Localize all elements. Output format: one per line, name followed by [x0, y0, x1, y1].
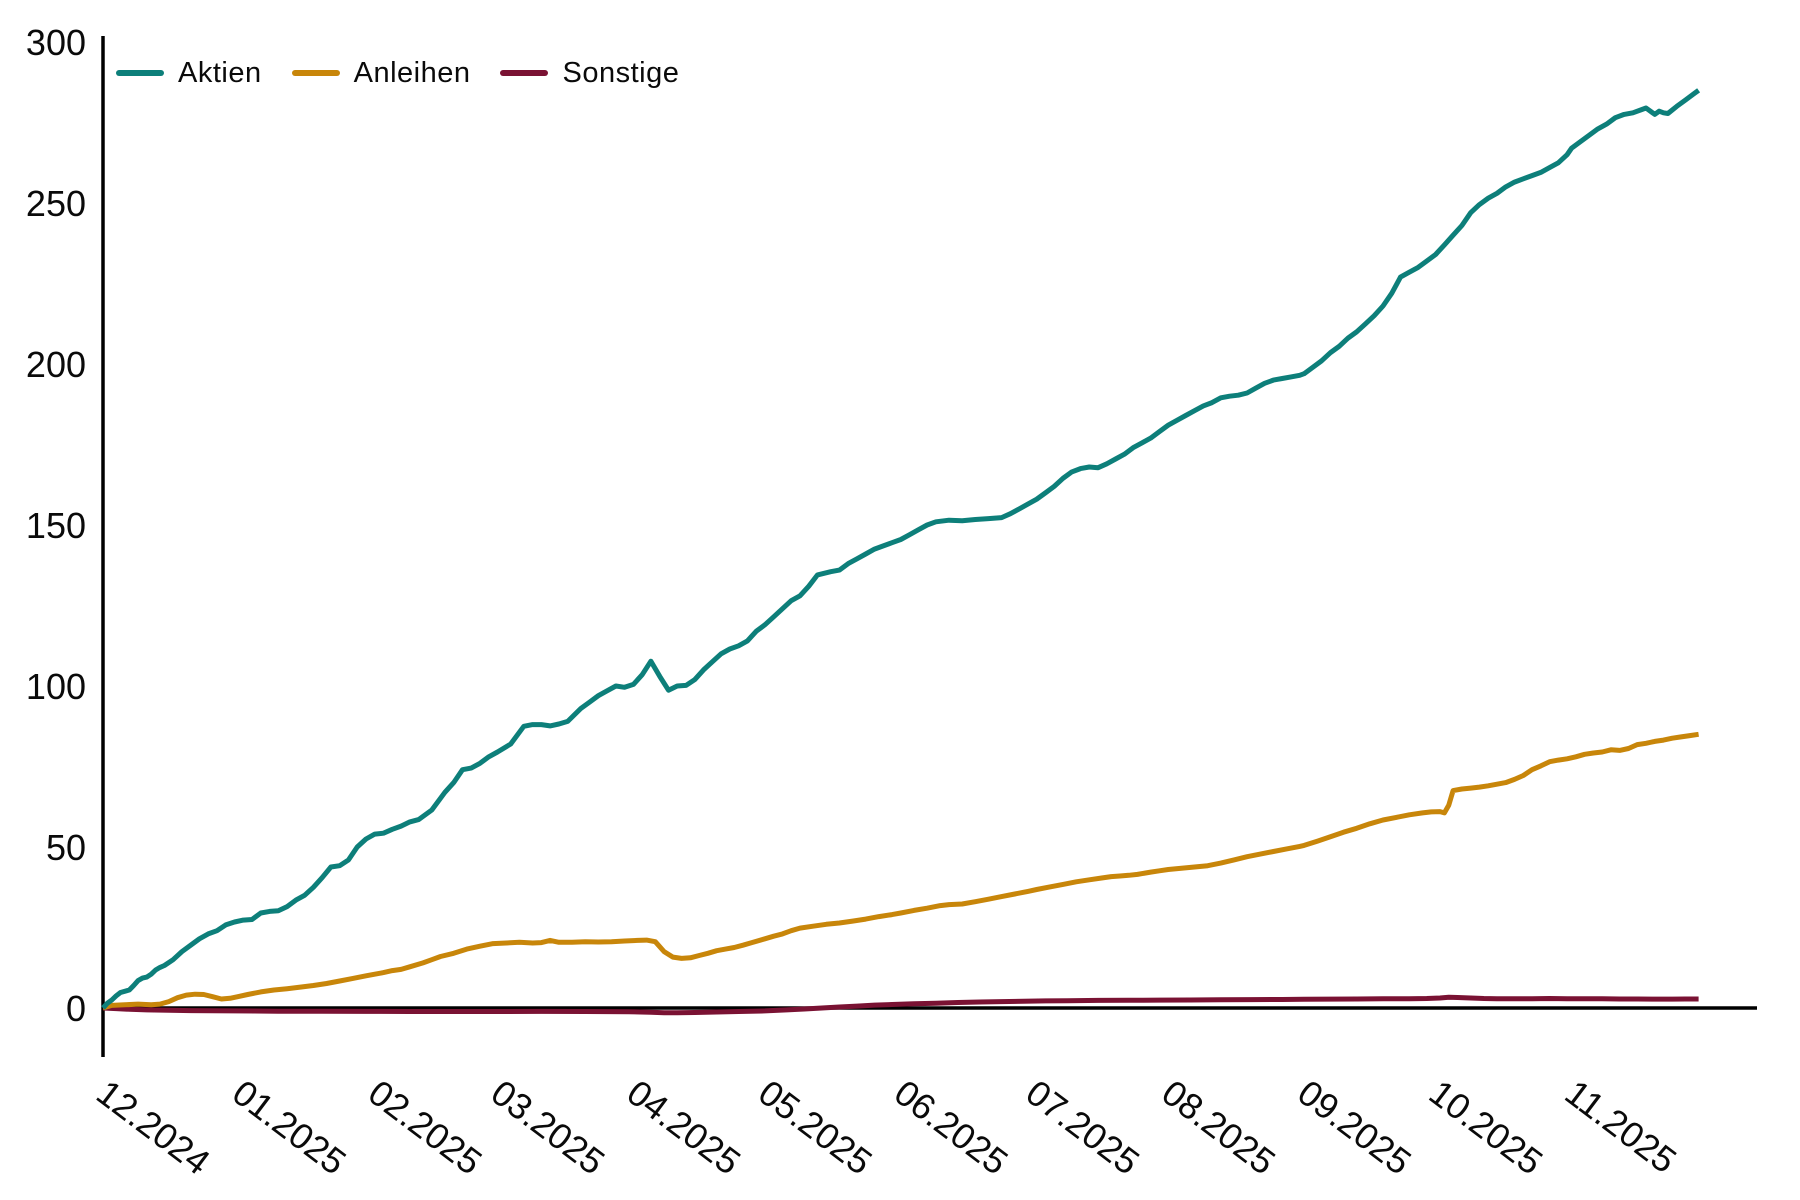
- legend-label-anleihen: Anleihen: [353, 57, 471, 89]
- y-tick-label: 150: [26, 505, 86, 546]
- x-tick-label: 02.2025: [361, 1072, 490, 1183]
- y-tick-label: 200: [26, 344, 86, 385]
- y-tick-label: 100: [26, 666, 86, 707]
- x-tick-label: 06.2025: [887, 1072, 1016, 1183]
- series-line-anleihen: [102, 731, 1699, 1011]
- x-tick-label: 08.2025: [1154, 1072, 1283, 1183]
- x-tick-label: 04.2025: [620, 1072, 749, 1183]
- anleihen-line-swatch-icon: [291, 70, 340, 77]
- x-tick-label: 07.2025: [1019, 1072, 1148, 1183]
- x-tick-label: 05.2025: [751, 1072, 880, 1183]
- x-tick-label: 03.2025: [484, 1072, 613, 1183]
- chart-legend: Aktien Anleihen Sonstige: [116, 56, 679, 91]
- x-tick-label: 10.2025: [1422, 1072, 1551, 1183]
- y-tick-label: 50: [46, 827, 86, 868]
- x-tick-label: 11.2025: [1558, 1072, 1684, 1181]
- legend-item-aktien: Aktien: [116, 56, 262, 91]
- legend-label-sonstige: Sonstige: [562, 57, 680, 89]
- x-tick-label: 09.2025: [1290, 1072, 1419, 1183]
- x-tick-label: 01.2025: [225, 1072, 354, 1183]
- y-tick-label: 0: [66, 988, 86, 1029]
- legend-item-sonstige: Sonstige: [500, 56, 679, 91]
- y-tick-label: 300: [26, 22, 86, 63]
- legend-label-aktien: Aktien: [178, 57, 262, 89]
- aktien-line-swatch-icon: [116, 70, 164, 77]
- series-line-aktien: [101, 88, 1701, 1010]
- sonstige-line-swatch-icon: [500, 70, 549, 77]
- y-tick-label: 250: [26, 183, 86, 224]
- x-tick-label: 12.2024: [89, 1072, 218, 1183]
- series-line-sonstige: [102, 994, 1699, 1016]
- legend-item-anleihen: Anleihen: [291, 56, 471, 91]
